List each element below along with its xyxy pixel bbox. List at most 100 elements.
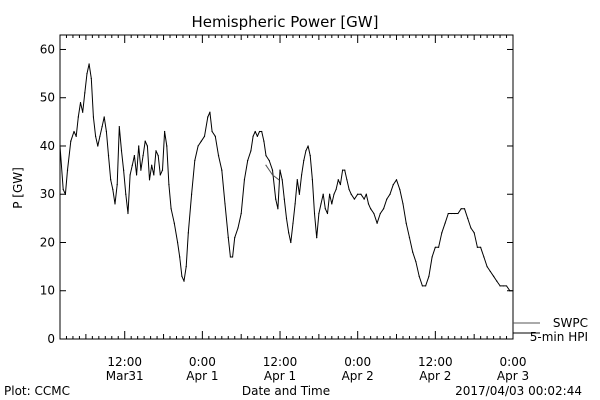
5-min-hpi-point: [379, 212, 381, 215]
5-min-hpi-point: [457, 212, 459, 215]
x-tick-label-date: Apr 3: [497, 369, 529, 383]
5-min-hpi-point: [311, 179, 313, 181]
x-tick-label-time: 0:00: [344, 355, 371, 369]
5-min-hpi-point: [79, 101, 82, 104]
5-min-hpi-point: [155, 150, 157, 152]
5-min-hpi-point: [326, 212, 329, 215]
5-min-hpi-point: [73, 130, 75, 133]
5-min-hpi-point: [331, 203, 333, 205]
5-min-hpi-point: [203, 135, 206, 137]
5-min-hpi-point: [217, 155, 220, 157]
5-min-hpi-point: [365, 193, 367, 195]
5-min-hpi-point: [168, 183, 170, 186]
5-min-hpi-point: [224, 203, 226, 205]
5-min-hpi-point: [376, 222, 378, 224]
5-min-hpi-point: [437, 246, 440, 248]
5-min-hpi-point: [120, 150, 123, 152]
legend-label-swpc: SWPC: [553, 316, 588, 330]
5-min-hpi-point: [353, 198, 356, 200]
5-min-hpi-point: [173, 222, 175, 224]
5-min-hpi-point: [320, 203, 322, 205]
5-min-hpi-point: [512, 290, 514, 292]
swpc-point: [265, 164, 267, 166]
5-min-hpi-point: [348, 188, 350, 191]
5-min-hpi-point: [329, 193, 331, 195]
5-min-hpi-point: [279, 169, 281, 171]
5-min-hpi-point: [415, 261, 417, 263]
x-axis-label: Date and Time: [242, 384, 330, 398]
5-min-hpi-point: [277, 208, 279, 210]
5-min-hpi-point: [86, 73, 88, 75]
y-tick-label: 30: [40, 187, 55, 201]
5-min-hpi-point: [313, 212, 316, 215]
5-min-hpi-point: [221, 169, 223, 171]
5-min-hpi-point: [463, 208, 466, 210]
5-min-hpi-point: [94, 135, 97, 137]
5-min-hpi-point: [389, 193, 391, 195]
5-min-hpi-point: [502, 285, 504, 287]
5-min-hpi-point: [473, 232, 475, 234]
x-tick-label-date: Mar31: [106, 369, 144, 383]
5-min-hpi-point: [107, 155, 110, 157]
5-min-hpi-point: [263, 140, 265, 142]
5-min-hpi-point: [283, 198, 285, 200]
y-axis-label: P [GW]: [11, 167, 25, 209]
5-min-hpi-point: [309, 155, 311, 157]
5-min-hpi-point: [250, 150, 252, 152]
plot-timestamp: 2017/04/03 00:02:44: [455, 384, 582, 398]
swpc-point: [278, 179, 280, 181]
5-min-hpi-point: [367, 203, 370, 205]
x-tick-label-time: 0:00: [189, 355, 216, 369]
y-tick-label: 60: [40, 42, 55, 56]
5-min-hpi-point: [97, 145, 99, 147]
5-min-hpi-point: [209, 111, 211, 113]
5-min-hpi-point: [489, 270, 491, 273]
5-min-hpi-point: [450, 212, 453, 215]
5-min-hpi-point: [125, 193, 127, 195]
5-min-hpi-point: [240, 212, 242, 215]
5-min-hpi-point: [344, 169, 346, 171]
5-min-hpi-point: [75, 135, 77, 137]
5-min-hpi-point: [183, 280, 185, 282]
5-min-hpi-point: [265, 155, 267, 157]
5-min-hpi-point: [470, 227, 472, 229]
5-min-hpi-point: [77, 116, 79, 118]
5-min-hpi-point: [382, 208, 385, 210]
5-min-hpi-point: [64, 193, 66, 195]
5-min-hpi-point: [229, 256, 232, 258]
5-min-hpi-point: [357, 193, 359, 195]
5-min-hpi-point: [285, 217, 288, 219]
5-min-hpi-point: [197, 145, 199, 147]
5-min-hpi-point: [335, 188, 337, 191]
5-min-hpi-point: [214, 135, 216, 137]
5-min-hpi-point: [373, 212, 375, 215]
5-min-hpi-point: [237, 227, 239, 229]
5-min-hpi-point: [138, 145, 140, 147]
5-min-hpi-point: [363, 198, 365, 200]
5-min-hpi-point: [444, 222, 446, 224]
5-min-hpi-point: [298, 193, 301, 195]
5-min-hpi-point: [101, 126, 103, 128]
5-min-hpi-point: [151, 164, 153, 166]
5-min-hpi-point: [281, 179, 283, 181]
5-min-hpi-point: [431, 256, 433, 258]
5-min-hpi-point: [324, 208, 326, 210]
5-min-hpi-point: [447, 212, 449, 215]
5-min-hpi-point: [339, 183, 342, 186]
5-min-hpi-point: [322, 193, 324, 195]
5-min-hpi-point: [486, 266, 488, 268]
5-min-hpi-point: [118, 126, 120, 128]
5-min-hpi-point: [82, 111, 84, 113]
y-tick-label: 20: [40, 235, 55, 249]
5-min-hpi-point: [360, 193, 362, 195]
5-min-hpi-point: [467, 217, 469, 219]
5-min-hpi-point: [166, 145, 168, 147]
5-min-hpi-point: [505, 285, 508, 287]
legend-label-hpi: 5-min HPI: [530, 330, 588, 344]
5-min-hpi-point: [103, 116, 105, 118]
5-min-hpi-point: [496, 280, 498, 282]
5-min-hpi-point: [337, 179, 339, 181]
5-min-hpi-point: [135, 174, 138, 176]
5-min-hpi-point: [92, 116, 95, 118]
